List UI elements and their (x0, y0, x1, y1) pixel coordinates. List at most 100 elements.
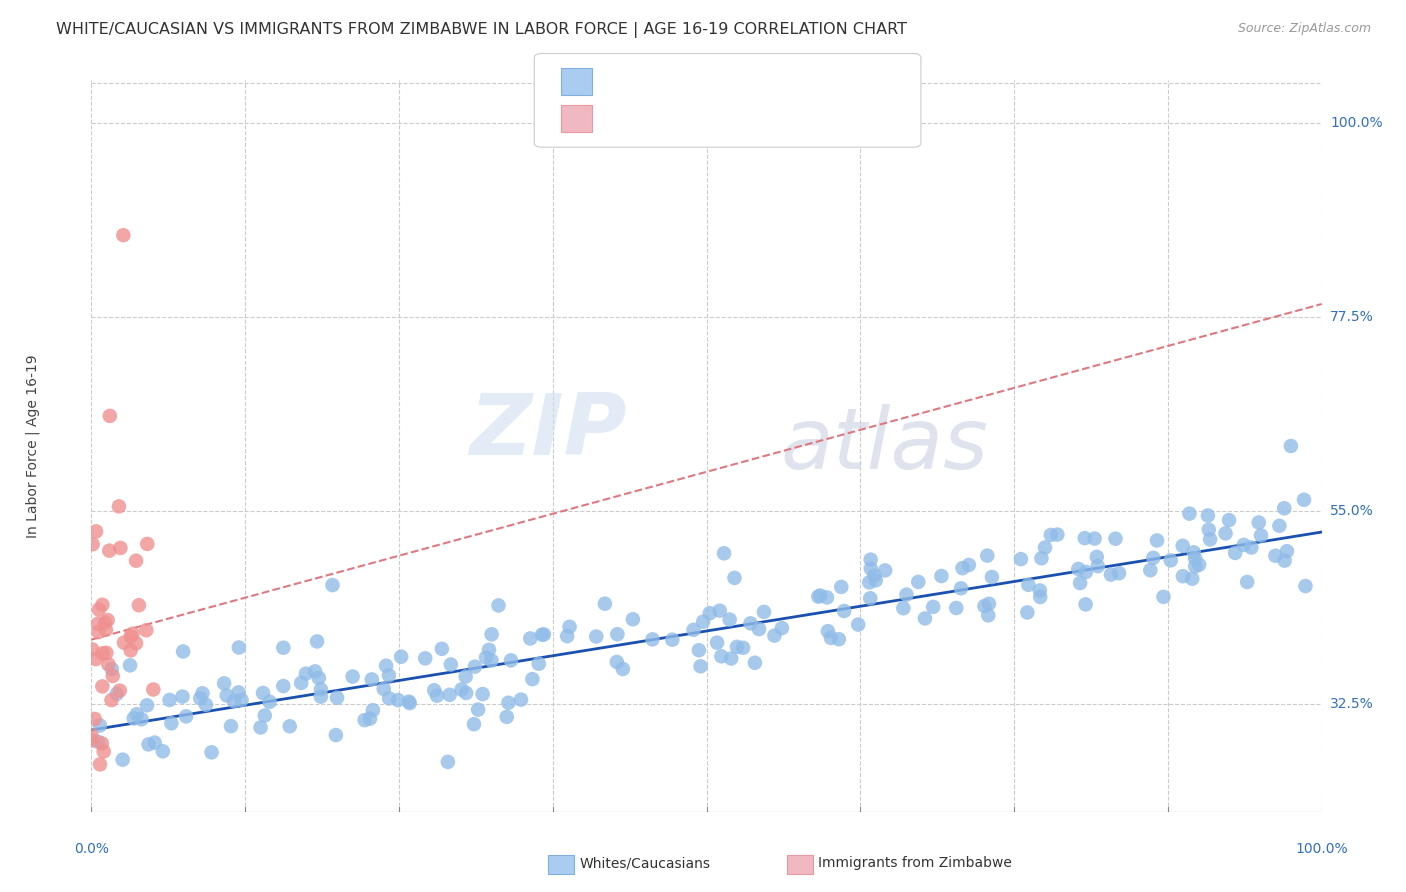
Point (228, 640, 250, 655)
Point (1074, 531, 1097, 545)
Point (499, 653, 522, 667)
Text: ZIP: ZIP (470, 390, 627, 473)
Point (682, 623, 704, 637)
Point (112, 635, 135, 649)
Point (96, 646, 118, 660)
Point (450, 682, 472, 697)
Point (832, 604, 855, 618)
Point (222, 694, 245, 708)
Point (1153, 590, 1175, 604)
Point (212, 676, 235, 690)
Point (1181, 572, 1204, 586)
Point (720, 651, 742, 665)
Point (249, 721, 271, 735)
Point (271, 679, 294, 693)
Point (710, 649, 733, 664)
Point (1272, 501, 1295, 516)
Point (593, 597, 616, 611)
Text: 200: 200 (754, 74, 786, 88)
Point (1182, 545, 1205, 559)
Point (931, 569, 953, 583)
Point (752, 605, 775, 619)
Point (488, 599, 510, 613)
Point (1275, 544, 1298, 558)
Point (94, 623, 117, 637)
Point (1160, 553, 1182, 567)
Text: atlas: atlas (780, 404, 988, 488)
Point (689, 659, 711, 673)
Point (84, 652, 107, 666)
Point (1198, 523, 1220, 537)
Point (326, 690, 349, 705)
Point (278, 719, 301, 733)
Point (98, 543, 121, 558)
Point (481, 653, 503, 667)
Point (426, 689, 449, 703)
Point (91, 646, 114, 660)
Point (101, 669, 124, 683)
Point (138, 738, 160, 752)
Point (120, 643, 142, 657)
Point (413, 651, 436, 665)
Point (558, 620, 581, 634)
Point (1074, 598, 1097, 612)
Point (1139, 563, 1161, 577)
Point (83, 712, 105, 726)
Point (273, 640, 295, 655)
Point (859, 561, 882, 575)
Point (699, 606, 721, 620)
Point (308, 671, 330, 685)
Point (215, 689, 238, 703)
Point (87, 625, 110, 640)
Point (378, 691, 401, 706)
Point (1184, 551, 1206, 566)
Point (378, 668, 401, 682)
Point (423, 683, 446, 698)
Point (91, 680, 114, 694)
Text: R =: R = (606, 112, 640, 126)
Point (375, 658, 398, 673)
Point (1250, 528, 1272, 542)
Point (1197, 508, 1219, 523)
Point (891, 601, 914, 615)
Point (621, 612, 644, 626)
Point (194, 698, 217, 712)
Point (922, 599, 945, 614)
Point (1033, 541, 1056, 555)
Point (950, 582, 973, 596)
Point (97, 613, 120, 627)
Text: 100.0%: 100.0% (1295, 842, 1348, 856)
Point (91, 598, 114, 612)
Point (896, 588, 918, 602)
Point (641, 632, 664, 647)
Text: Whites/Caucasians: Whites/Caucasians (579, 856, 710, 871)
Point (112, 228, 135, 243)
Point (353, 713, 375, 727)
Point (125, 707, 148, 722)
Point (1223, 546, 1246, 560)
Point (471, 687, 494, 701)
Point (361, 703, 384, 717)
Point (152, 744, 174, 758)
Point (815, 591, 838, 605)
Point (1295, 579, 1317, 593)
Point (808, 589, 831, 603)
Point (1184, 559, 1206, 574)
Point (519, 632, 541, 646)
Text: N =: N = (716, 74, 749, 88)
Point (87, 602, 110, 616)
Point (1039, 528, 1062, 542)
Point (952, 561, 974, 575)
Point (498, 696, 520, 710)
Point (142, 682, 165, 697)
Point (1017, 606, 1039, 620)
Point (863, 568, 886, 582)
Point (252, 686, 274, 700)
Text: In Labor Force | Age 16-19: In Labor Force | Age 16-19 (25, 354, 39, 538)
Point (159, 693, 181, 707)
Point (481, 627, 503, 641)
Text: N =: N = (716, 112, 749, 126)
Point (661, 632, 683, 647)
Point (342, 669, 364, 683)
Point (231, 693, 253, 707)
